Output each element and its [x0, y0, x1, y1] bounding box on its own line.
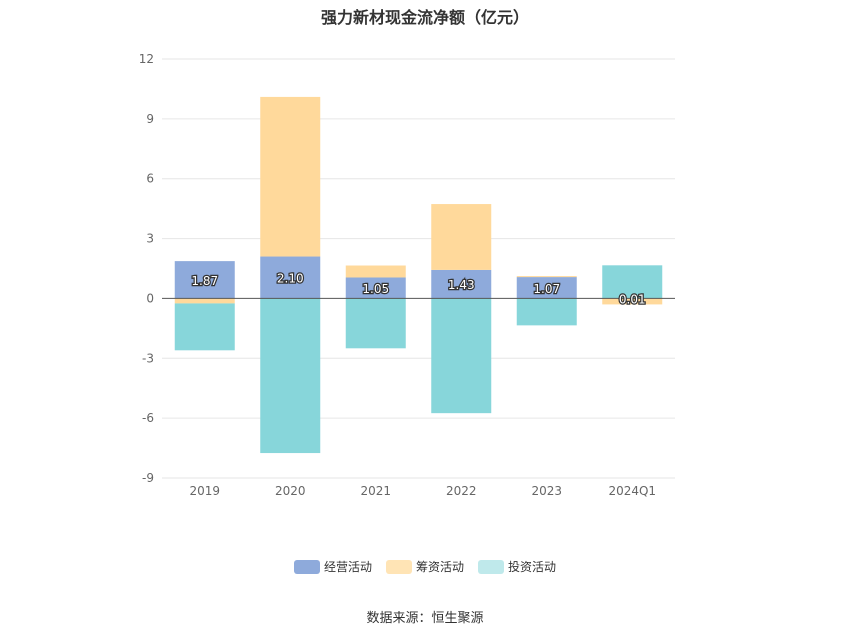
y-tick-label: -6 [142, 411, 154, 425]
data-label: 1.43 [448, 278, 475, 292]
x-tick-label: 2023 [531, 484, 562, 498]
legend-swatch-operating [293, 559, 320, 574]
y-tick-label: 6 [146, 172, 154, 186]
x-tick-label: 2020 [275, 484, 306, 498]
legend-label-investing: 投资活动 [508, 560, 557, 574]
data-label: 1.07 [533, 282, 560, 296]
bar-financing [260, 96, 321, 257]
legend-item-operating[interactable]: 经营活动 [293, 558, 372, 575]
y-tick-label: 0 [146, 291, 154, 305]
y-tick-label: -9 [142, 471, 154, 485]
y-tick-label: 9 [146, 112, 154, 126]
legend-item-financing[interactable]: 筹资活动 [385, 558, 464, 575]
data-label: 0.01 [619, 292, 646, 306]
bar-investing [431, 298, 492, 414]
legend-label-operating: 经营活动 [323, 560, 372, 574]
legend-item-investing[interactable]: 投资活动 [478, 558, 556, 575]
x-tick-label: 2019 [189, 484, 220, 498]
bar-financing [516, 276, 577, 278]
y-tick-label: 3 [146, 232, 154, 246]
bar-investing [260, 298, 321, 454]
bar-operating [431, 269, 492, 299]
bar-financing [602, 298, 663, 305]
chart-title: 强力新材现金流净额（亿元） [320, 8, 529, 27]
x-tick-label: 2022 [446, 484, 477, 498]
bar-operating [516, 277, 577, 299]
data-label: 2.10 [277, 271, 304, 285]
x-tick-label: 2024Q1 [608, 484, 656, 498]
legend-swatch-investing [478, 559, 504, 574]
bar-investing [174, 303, 235, 351]
bar-operating [345, 277, 406, 299]
data-label: 1.87 [191, 274, 218, 288]
y-tick-label: -3 [142, 351, 154, 365]
bar-financing [174, 298, 235, 304]
legend-label-financing: 筹资活动 [415, 560, 464, 574]
bar-operating [174, 261, 235, 299]
bar-operating [260, 256, 321, 299]
bar-investing [602, 265, 663, 299]
y-tick-label: 12 [139, 52, 154, 66]
bar-investing [516, 298, 577, 326]
x-tick-label: 2021 [360, 484, 391, 498]
source-note: 数据来源：恒生聚源 [366, 611, 484, 626]
bar-investing [345, 298, 406, 349]
legend-swatch-financing [385, 559, 412, 574]
legend: 经营活动 筹资活动 投资活动 [0, 558, 850, 575]
data-label: 1.05 [362, 282, 389, 296]
bar-financing [431, 204, 492, 270]
bar-financing [345, 265, 406, 278]
